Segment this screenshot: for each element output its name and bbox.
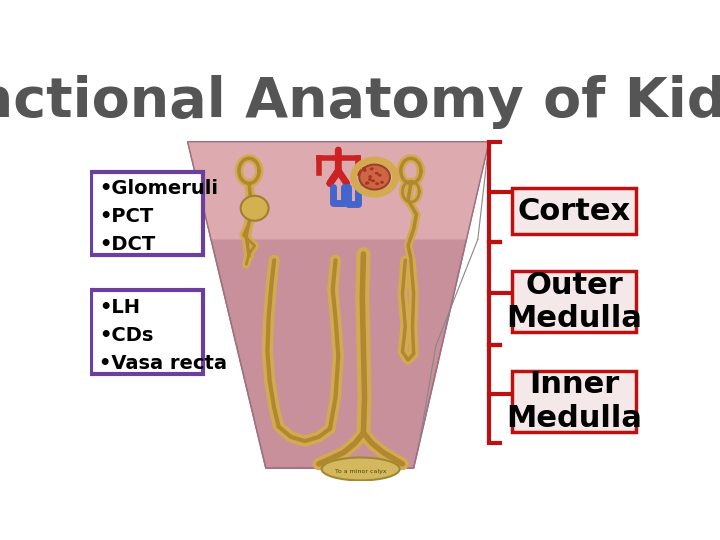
Ellipse shape	[359, 165, 390, 190]
Text: •LH
•CDs
•Vasa recta: •LH •CDs •Vasa recta	[99, 298, 228, 373]
Ellipse shape	[362, 167, 366, 170]
Text: •Glomeruli
•PCT
•DCT: •Glomeruli •PCT •DCT	[99, 179, 218, 254]
Ellipse shape	[371, 179, 375, 183]
Polygon shape	[188, 141, 489, 468]
FancyBboxPatch shape	[91, 172, 203, 255]
Text: Inner
Medulla: Inner Medulla	[506, 370, 642, 433]
Ellipse shape	[368, 175, 372, 178]
Ellipse shape	[375, 182, 379, 185]
FancyBboxPatch shape	[513, 188, 636, 234]
Ellipse shape	[240, 196, 269, 221]
Polygon shape	[188, 141, 489, 239]
Ellipse shape	[322, 457, 400, 481]
FancyBboxPatch shape	[513, 371, 636, 432]
Text: To a minor calyx: To a minor calyx	[335, 469, 387, 474]
Text: Cortex: Cortex	[518, 197, 631, 226]
Text: Outer
Medulla: Outer Medulla	[506, 271, 642, 333]
Ellipse shape	[368, 178, 372, 181]
Ellipse shape	[380, 181, 384, 184]
Ellipse shape	[378, 174, 382, 177]
Ellipse shape	[365, 182, 369, 185]
FancyBboxPatch shape	[513, 272, 636, 332]
FancyBboxPatch shape	[91, 290, 203, 374]
Ellipse shape	[366, 181, 369, 184]
Text: Functional Anatomy of Kidney: Functional Anatomy of Kidney	[0, 75, 720, 129]
Ellipse shape	[363, 169, 366, 172]
Ellipse shape	[375, 172, 379, 175]
Ellipse shape	[370, 167, 374, 170]
